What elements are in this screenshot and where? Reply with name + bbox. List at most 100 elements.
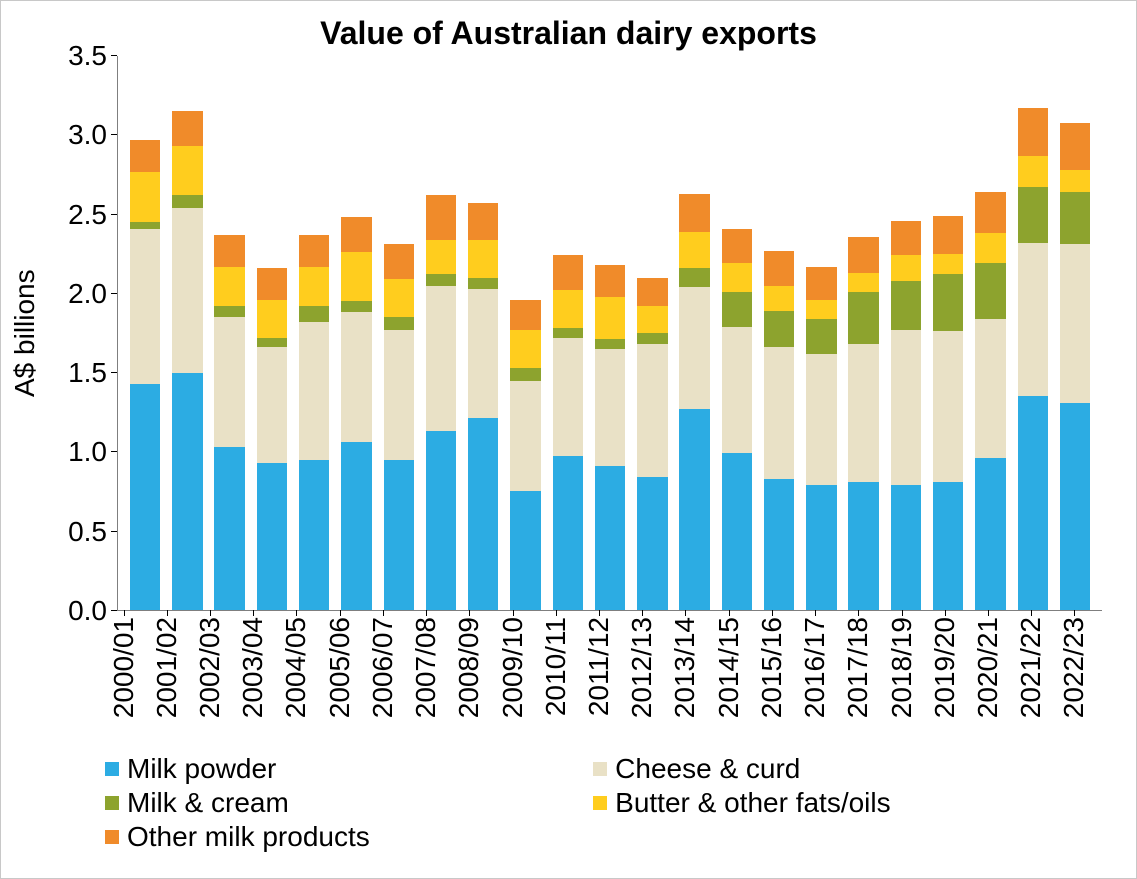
bar-segment — [468, 278, 498, 289]
bar-segment — [1018, 108, 1048, 155]
x-tick-label: 2011/12 — [583, 617, 615, 716]
x-tick-label: 2020/21 — [972, 617, 1004, 718]
bar — [891, 221, 921, 610]
x-label-slot: 2014/15 — [707, 611, 750, 751]
x-axis-labels: 2000/012001/022002/032003/042004/052005/… — [96, 611, 1102, 751]
bar-segment — [1060, 192, 1090, 244]
x-label-slot: 2022/23 — [1053, 611, 1096, 751]
bar — [384, 244, 414, 610]
bar-segment — [722, 327, 752, 454]
bar-segment — [384, 460, 414, 610]
bar-segment — [384, 317, 414, 330]
y-tick-label: 3.0 — [53, 119, 117, 151]
bar-segment — [426, 286, 456, 432]
x-label-slot: 2001/02 — [145, 611, 188, 751]
x-tick-label: 2009/10 — [497, 617, 529, 718]
y-tick-label: 0.5 — [53, 516, 117, 548]
legend-item: Milk powder — [105, 753, 593, 785]
bar-segment — [384, 244, 414, 279]
bar-segment — [468, 203, 498, 239]
bar-slot — [462, 56, 504, 610]
bar-slot — [673, 56, 715, 610]
bar-slot — [885, 56, 927, 610]
legend-swatch — [593, 796, 607, 810]
bar-segment — [637, 344, 667, 477]
bar-segment — [426, 274, 456, 285]
bar-segment — [933, 216, 963, 254]
bar-slot — [293, 56, 335, 610]
legend-swatch — [105, 830, 119, 844]
bar-slot — [969, 56, 1011, 610]
bar-segment — [341, 217, 371, 252]
bar-segment — [510, 381, 540, 492]
bar-slot — [800, 56, 842, 610]
legend-item: Butter & other fats/oils — [593, 787, 1081, 819]
bar-segment — [299, 267, 329, 307]
bar-segment — [806, 354, 836, 485]
legend-swatch — [105, 796, 119, 810]
bar-segment — [637, 306, 667, 333]
x-label-slot: 2011/12 — [577, 611, 620, 751]
bar-segment — [764, 311, 794, 347]
bar-segment — [595, 297, 625, 340]
bar-segment — [975, 233, 1005, 263]
bar-segment — [806, 485, 836, 610]
x-tick-mark — [383, 610, 384, 616]
bar-segment — [933, 482, 963, 610]
x-tick-mark — [426, 610, 427, 616]
bar-segment — [1060, 170, 1090, 192]
bar-segment — [975, 319, 1005, 458]
bar-segment — [1018, 396, 1048, 610]
legend-label: Other milk products — [127, 821, 370, 853]
bar-segment — [214, 235, 244, 267]
x-label-slot: 2016/17 — [794, 611, 837, 751]
x-label-slot: 2021/22 — [1010, 611, 1053, 751]
bar-segment — [848, 273, 878, 292]
x-label-slot: 2002/03 — [188, 611, 231, 751]
bar-segment — [341, 312, 371, 442]
x-tick-label: 2019/20 — [929, 617, 961, 718]
x-label-slot: 2003/04 — [232, 611, 275, 751]
x-axis-row: 2000/012001/022002/032003/042004/052005/… — [5, 611, 1132, 751]
bar-segment — [130, 140, 160, 172]
bar-segment — [764, 347, 794, 478]
bar-segment — [891, 281, 921, 330]
x-tick-mark — [599, 610, 600, 616]
bar-segment — [806, 267, 836, 300]
bar — [933, 216, 963, 610]
bar — [172, 111, 202, 610]
bar-segment — [891, 330, 921, 485]
bar-segment — [172, 146, 202, 195]
bar-segment — [975, 263, 1005, 318]
bar-segment — [637, 278, 667, 306]
bar — [426, 195, 456, 610]
x-tick-label: 2015/16 — [756, 617, 788, 718]
bar-segment — [426, 240, 456, 275]
x-label-slot: 2004/05 — [275, 611, 318, 751]
x-label-slot: 2020/21 — [966, 611, 1009, 751]
legend-item: Milk & cream — [105, 787, 593, 819]
chart-container: Value of Australian dairy exports A$ bil… — [0, 0, 1137, 879]
x-label-slot: 2008/09 — [448, 611, 491, 751]
bar-slot — [420, 56, 462, 610]
bar-segment — [1018, 243, 1048, 397]
legend-item: Cheese & curd — [593, 753, 1081, 785]
bar-slot — [843, 56, 885, 610]
x-tick-label: 2013/14 — [669, 617, 701, 718]
bar-slot — [589, 56, 631, 610]
bar-segment — [468, 289, 498, 419]
bar-segment — [764, 286, 794, 311]
legend-label: Milk powder — [127, 753, 276, 785]
legend-item: Other milk products — [105, 821, 593, 853]
bar-segment — [595, 349, 625, 466]
x-tick-mark — [513, 610, 514, 616]
x-tick-label: 2016/17 — [799, 617, 831, 718]
x-label-slot: 2007/08 — [405, 611, 448, 751]
bar-segment — [510, 330, 540, 368]
bar-segment — [891, 255, 921, 280]
bar-segment — [1018, 187, 1048, 242]
bar-segment — [257, 347, 287, 463]
bar-segment — [299, 306, 329, 322]
x-tick-mark — [1031, 610, 1032, 616]
bar-slot — [335, 56, 377, 610]
